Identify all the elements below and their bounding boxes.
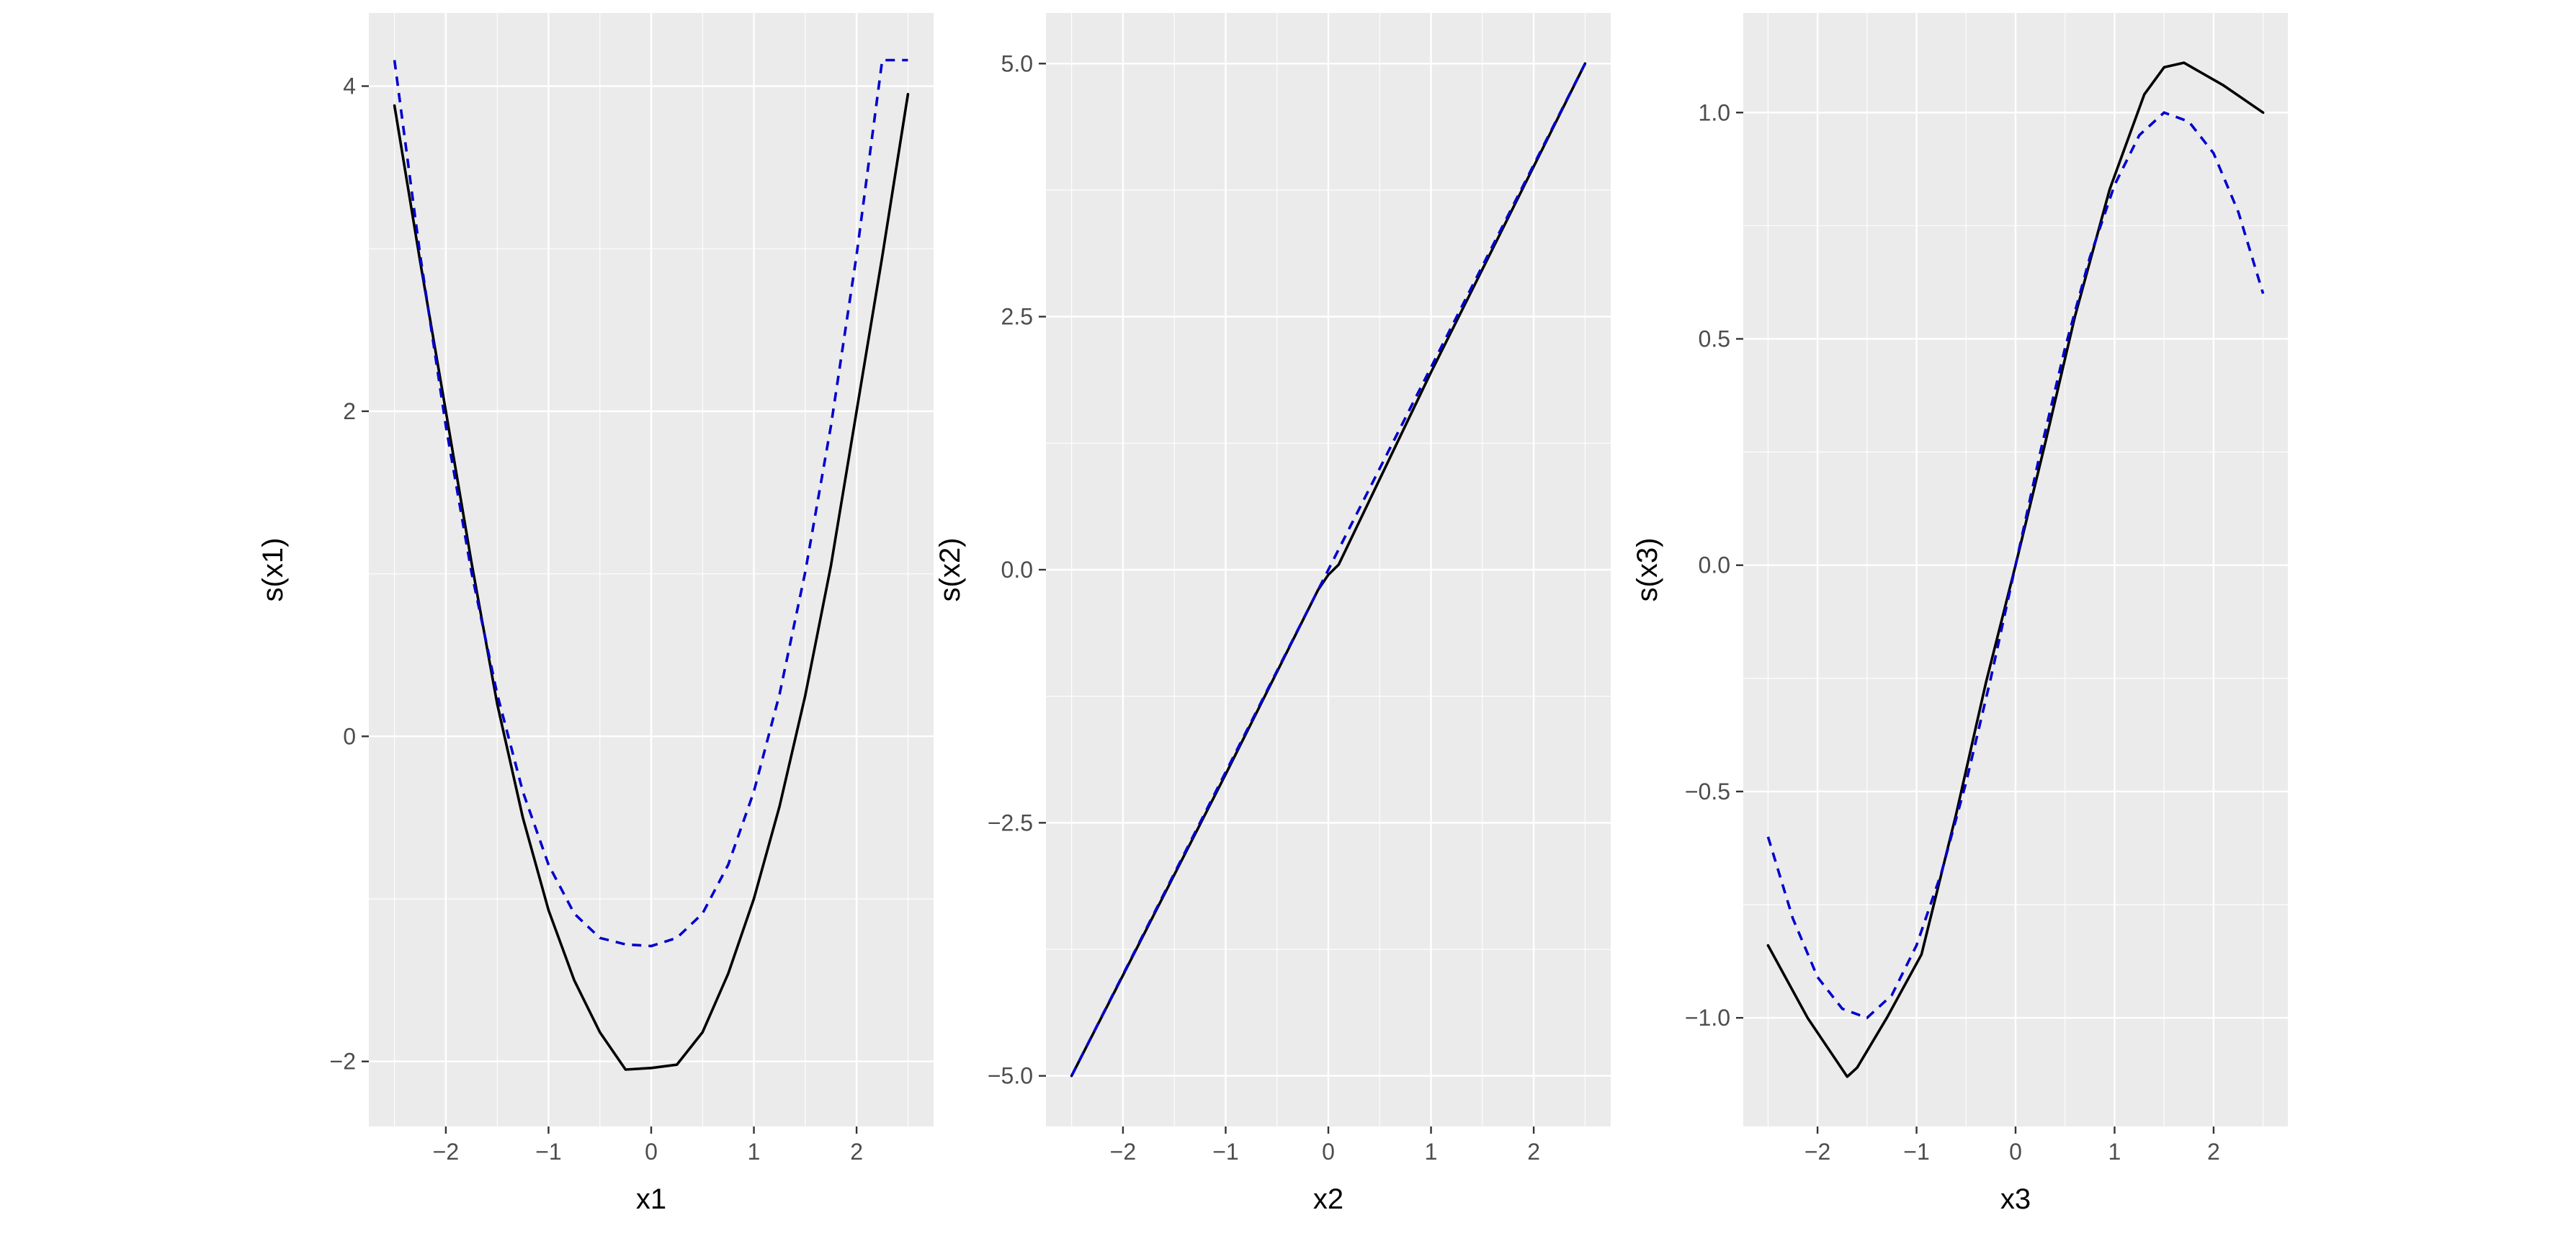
x-tick-label: 2 (850, 1139, 863, 1165)
x-tick-label: 1 (2108, 1139, 2121, 1165)
x-tick-label: 0 (645, 1139, 658, 1165)
x-tick-label: 0 (2009, 1139, 2022, 1165)
x-axis-title: x3 (2000, 1183, 2031, 1215)
panel-3: −2 −1 0 1 2 −1.0 −0.5 0.0 0.5 1.0 x3 s(x3) (1632, 13, 2288, 1215)
x-tick-label: 1 (1425, 1139, 1438, 1165)
dashed-series-line (393, 58, 908, 948)
y-tick-label: 2.5 (1001, 304, 1033, 330)
x-tick-label: −2 (1110, 1139, 1136, 1165)
panel-1: −2 −1 0 1 2 −2 0 2 4 x1 s(x1) (257, 13, 934, 1215)
y-tick-label: 0 (343, 723, 356, 749)
x-tick-label: −2 (433, 1139, 459, 1165)
x-axis-title: x1 (636, 1183, 666, 1215)
y-axis-title: s(x2) (934, 538, 966, 602)
x-tick-label: −1 (1212, 1139, 1238, 1165)
solid-series-line (393, 93, 910, 1071)
y-tick-label: −2 (330, 1049, 356, 1075)
x-tick-label: 2 (1527, 1139, 1540, 1165)
panel-2: −2 −1 0 1 2 −5.0 −2.5 0.0 2.5 5.0 x2 s(x2) (934, 13, 1611, 1215)
x-tick-label: −2 (1804, 1139, 1830, 1165)
y-axis-title: s(x1) (257, 538, 289, 602)
x-tick-label: 2 (2207, 1139, 2220, 1165)
dashed-series-line (1766, 111, 2265, 1020)
y-tick-label: 1.0 (1699, 99, 1730, 125)
y-tick-label: 4 (343, 73, 356, 99)
y-tick-label: −0.5 (1685, 779, 1730, 805)
y-tick-label: −5.0 (988, 1063, 1033, 1089)
x-tick-label: −1 (535, 1139, 561, 1165)
dashed-series-line (1070, 63, 1587, 1077)
y-tick-label: 2 (343, 398, 356, 424)
y-tick-label: −2.5 (988, 810, 1033, 835)
y-tick-label: 0.5 (1699, 326, 1730, 351)
y-tick-label: 5.0 (1001, 50, 1033, 76)
y-tick-label: 0.0 (1699, 552, 1730, 578)
x-axis-title: x2 (1313, 1183, 1343, 1215)
y-tick-label: −1.0 (1685, 1005, 1730, 1031)
y-tick-label: 0.0 (1001, 557, 1033, 583)
x-tick-label: 0 (1322, 1139, 1335, 1165)
y-axis-title: s(x3) (1632, 538, 1663, 602)
x-tick-label: 1 (748, 1139, 761, 1165)
x-tick-label: −1 (1903, 1139, 1929, 1165)
